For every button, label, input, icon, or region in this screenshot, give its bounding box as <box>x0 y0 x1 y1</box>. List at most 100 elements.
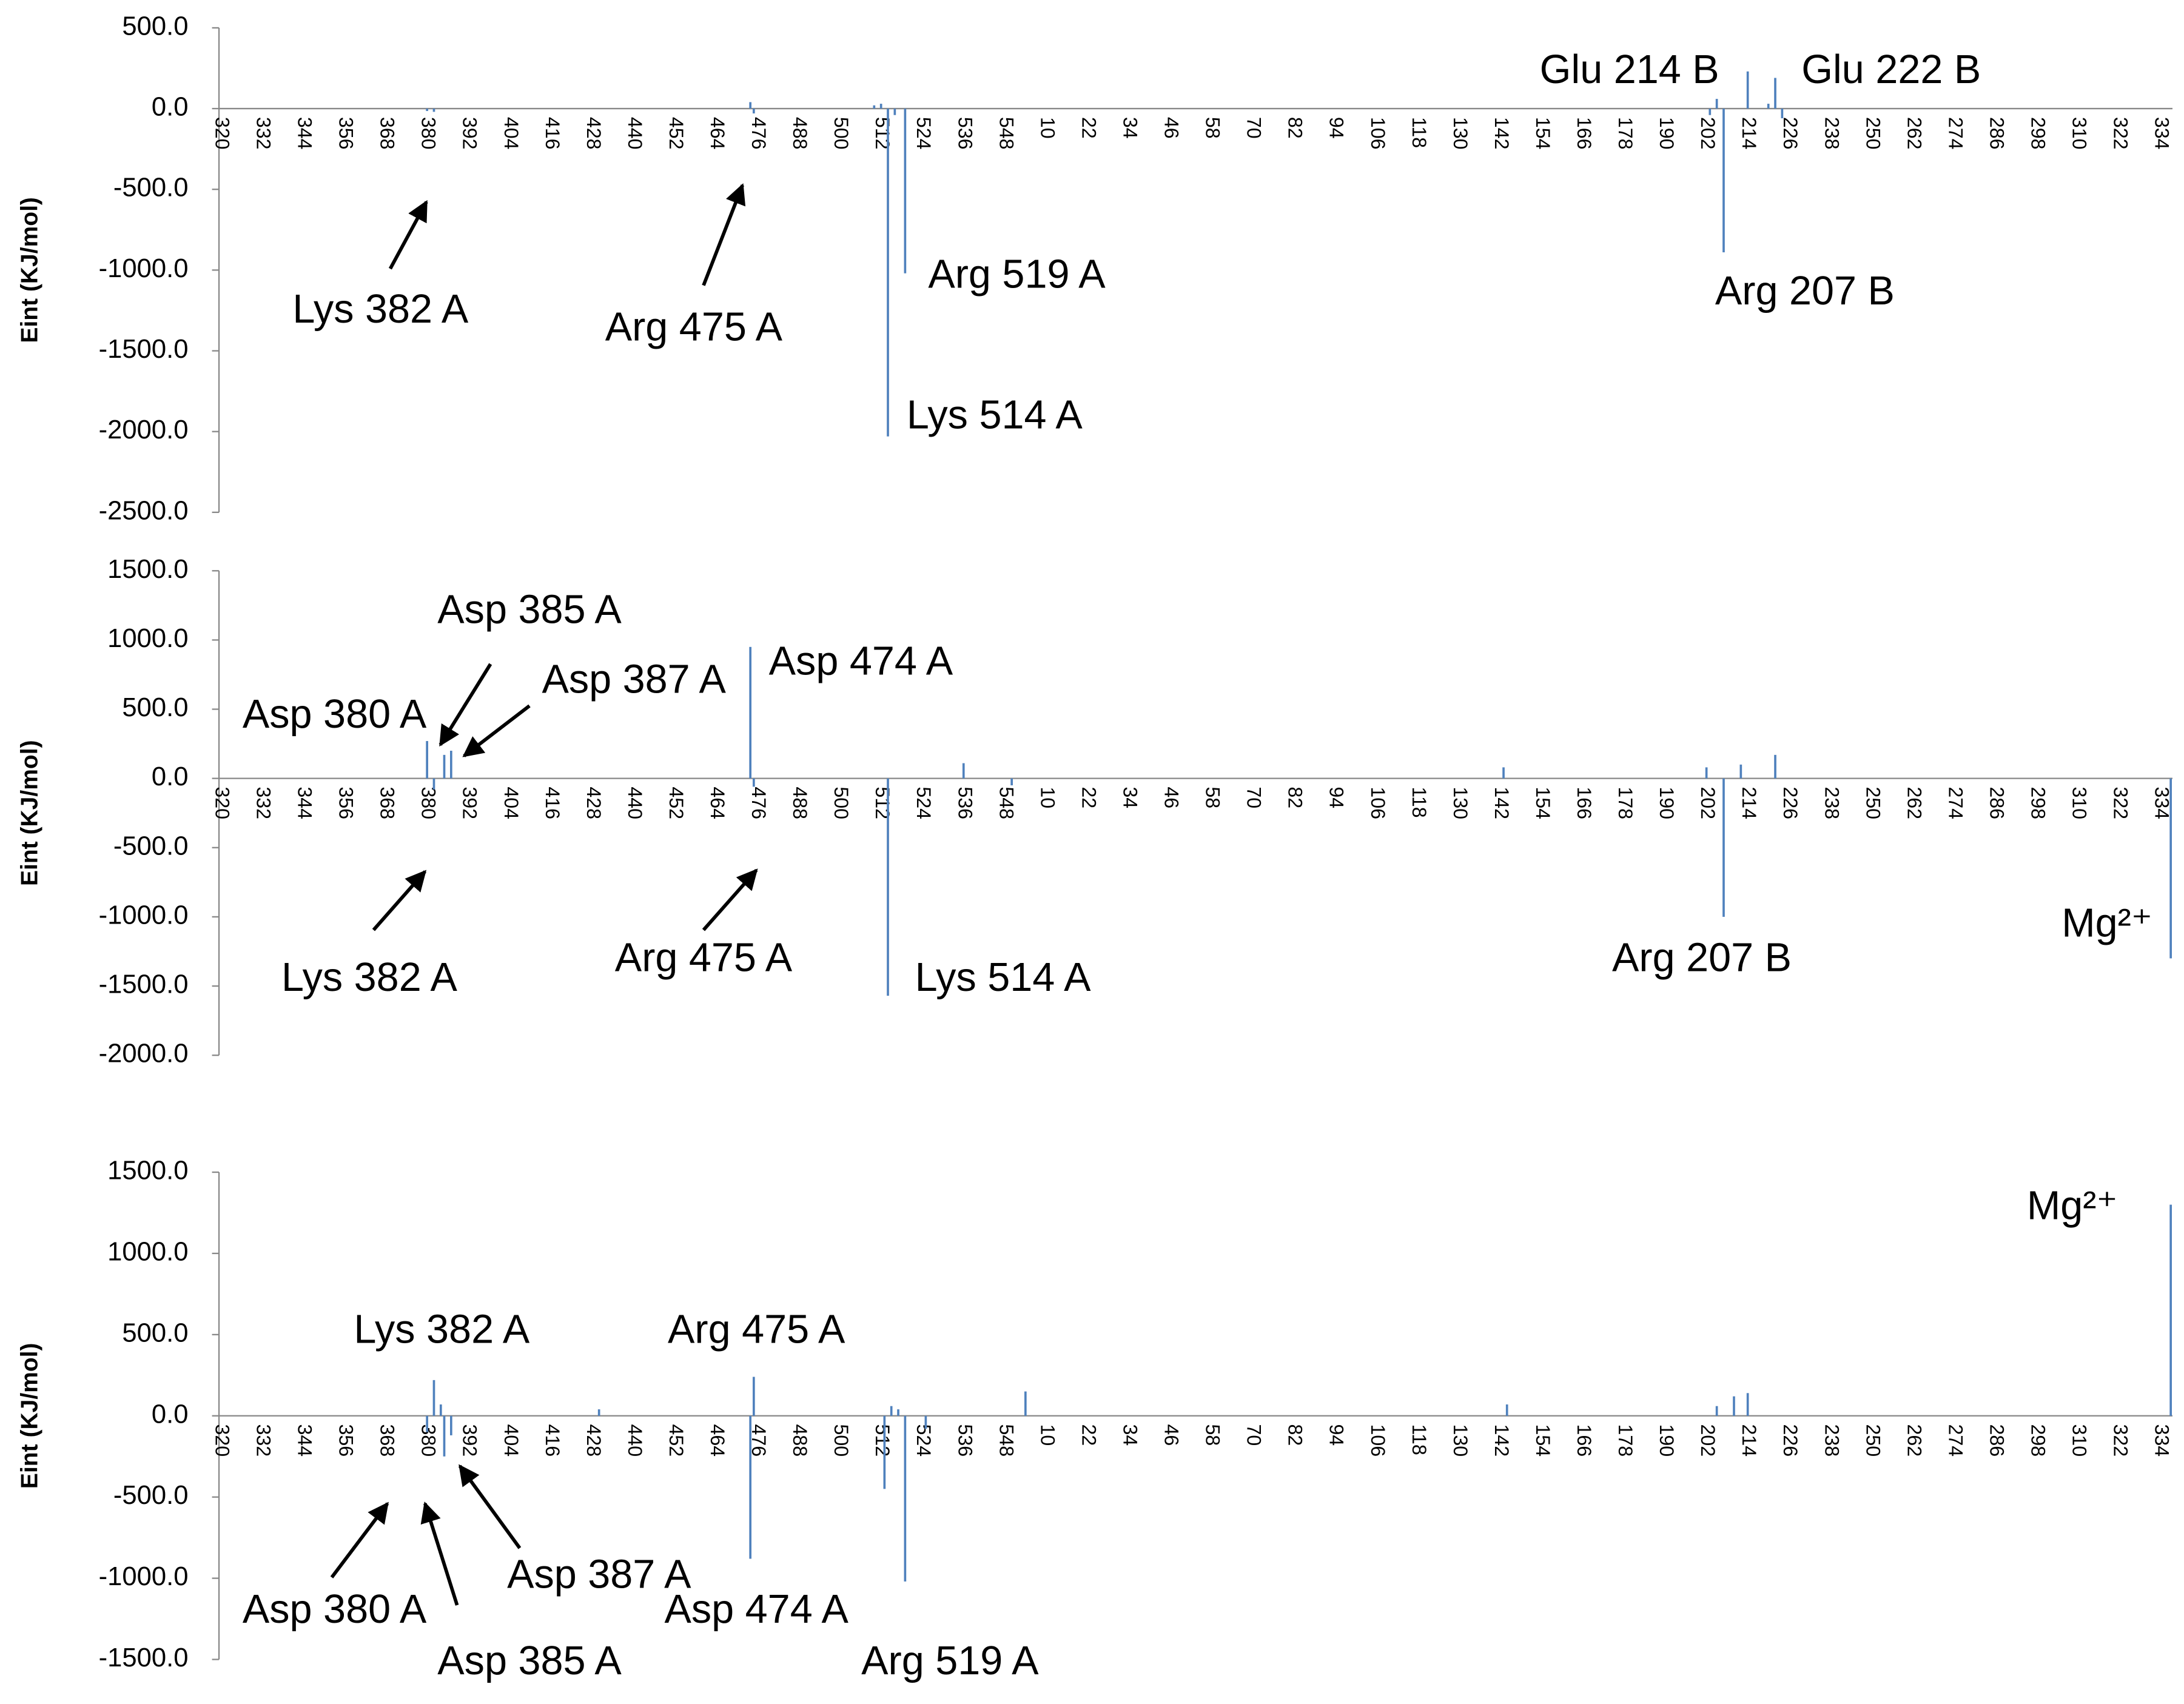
x-tick-label: 70 <box>1243 117 1265 139</box>
x-tick-label: 548 <box>995 1424 1017 1457</box>
x-tick-label: 524 <box>913 1424 935 1457</box>
x-tick-label: 238 <box>1821 787 1843 819</box>
x-tick-label: 440 <box>624 117 646 150</box>
arrow <box>702 183 746 286</box>
x-tick-label: 190 <box>1656 787 1678 819</box>
x-tick-label: 142 <box>1491 1424 1513 1457</box>
x-tick-label: 82 <box>1285 117 1306 139</box>
bar <box>753 778 755 787</box>
bar <box>1774 754 1776 779</box>
x-tick-label: 320 <box>211 787 233 819</box>
x-tick-label: 310 <box>2069 787 2091 819</box>
x-tick-label: 286 <box>1986 787 2008 819</box>
x-tick-label: 344 <box>294 1424 316 1457</box>
bar <box>749 646 752 779</box>
x-tick-label: 464 <box>707 787 728 819</box>
arrow <box>702 868 758 931</box>
bar <box>904 109 907 273</box>
x-tick-label: 82 <box>1285 787 1306 808</box>
y-tick-label: -2000.0 <box>99 1039 189 1068</box>
x-tick-label: 286 <box>1986 117 2008 150</box>
x-tick-label: 106 <box>1367 117 1389 150</box>
y-tick-label: 500.0 <box>122 693 188 722</box>
x-tick-label: 34 <box>1119 787 1141 808</box>
bar <box>1767 104 1770 109</box>
x-tick-label: 214 <box>1738 117 1760 150</box>
bar <box>1781 109 1784 119</box>
bar <box>597 1409 600 1416</box>
x-tick-label: 10 <box>1037 787 1058 808</box>
x-tick-label: 512 <box>872 787 893 819</box>
x-tick-label: 488 <box>789 1424 811 1457</box>
bar <box>1746 71 1749 109</box>
annotation: Arg 519 A <box>928 252 1106 297</box>
y-tick-label: 1500.0 <box>107 555 188 584</box>
x-tick-label: 488 <box>789 117 811 150</box>
arrow <box>388 200 428 270</box>
y-tick-label: -2000.0 <box>99 415 189 444</box>
x-tick-label: 298 <box>2028 117 2049 150</box>
x-tick-label: 94 <box>1326 1424 1348 1446</box>
x-tick-label: 452 <box>665 1424 687 1457</box>
annotation: Lys 514 A <box>915 955 1091 1000</box>
x-tick-label: 166 <box>1573 1424 1595 1457</box>
y-tick-label: -500.0 <box>113 831 189 860</box>
annotation: Arg 475 A <box>605 305 783 350</box>
annotation: Asp 380 A <box>243 692 427 737</box>
x-tick-label: 58 <box>1202 1424 1224 1446</box>
x-tick-label: 298 <box>2028 787 2049 819</box>
x-tick-label: 512 <box>872 1424 893 1457</box>
x-tick-label: 536 <box>954 1424 976 1457</box>
x-tick-label: 392 <box>459 787 481 819</box>
x-tick-label: 58 <box>1202 787 1224 808</box>
x-tick-label: 118 <box>1408 117 1430 148</box>
x-tick-label: 214 <box>1738 787 1760 819</box>
x-tick-label: 428 <box>583 787 605 819</box>
bar <box>432 778 435 790</box>
bar <box>449 751 452 779</box>
y-tick-label: 0.0 <box>152 762 189 791</box>
arrow <box>438 663 492 747</box>
bar <box>873 105 876 109</box>
chart-panel: Eint (KJ/mol) 500.0 0.0 -500.0 -1000.0 -1500.… <box>16 12 2172 525</box>
annotation: Arg 207 B <box>1715 269 1895 314</box>
bar <box>753 1377 755 1416</box>
x-tick-label: 320 <box>211 117 233 150</box>
arrow <box>458 1464 522 1549</box>
bar <box>1722 109 1725 253</box>
x-tick-label: 190 <box>1656 117 1678 150</box>
x-tick-label: 356 <box>335 1424 357 1457</box>
x-tick-label: 250 <box>1862 117 1884 150</box>
x-tick-label: 344 <box>294 787 316 819</box>
annotation: Arg 519 A <box>861 1639 1039 1683</box>
x-tick-label: 274 <box>1944 787 1966 819</box>
x-tick-label: 94 <box>1326 787 1348 808</box>
y-tick-label: 1000.0 <box>107 1237 188 1266</box>
x-tick-label: 286 <box>1986 1424 2008 1457</box>
x-tick-label: 500 <box>830 1424 852 1457</box>
annotation: Asp 474 A <box>769 639 953 684</box>
x-tick-label: 322 <box>2110 787 2132 819</box>
bar <box>426 1415 428 1432</box>
x-tick-label: 500 <box>830 787 852 819</box>
x-tick-label: 178 <box>1614 117 1636 150</box>
bar <box>1715 99 1718 109</box>
bar <box>426 741 428 779</box>
bar <box>1705 767 1708 779</box>
bar <box>1715 1406 1718 1416</box>
annotation: Arg 475 A <box>668 1307 845 1352</box>
x-tick-label: 332 <box>252 117 274 150</box>
x-tick-label: 238 <box>1821 1424 1843 1457</box>
x-tick-label: 274 <box>1944 1424 1966 1457</box>
x-tick-label: 190 <box>1656 1424 1678 1457</box>
x-tick-label: 154 <box>1532 117 1554 150</box>
annotation: Arg 207 B <box>1612 936 1792 981</box>
x-tick-label: 464 <box>707 1424 728 1457</box>
arrow <box>330 1501 389 1578</box>
x-tick-label: 106 <box>1367 787 1389 819</box>
y-tick-label: -1000.0 <box>99 1562 189 1591</box>
x-tick-label: 130 <box>1450 787 1471 819</box>
bar <box>2169 1204 2172 1416</box>
bar <box>904 1415 907 1582</box>
annotation: Glu 222 B <box>1801 47 1981 92</box>
